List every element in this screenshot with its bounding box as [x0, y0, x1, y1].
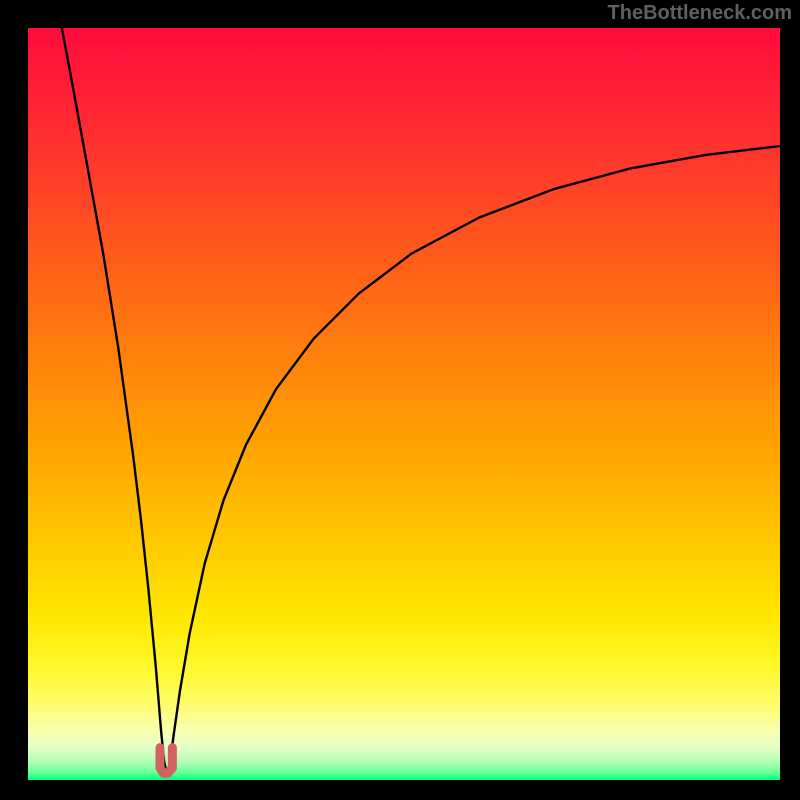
figure-container: TheBottleneck.com: [0, 0, 800, 800]
bottleneck-plot: [0, 0, 800, 800]
plot-background-gradient: [28, 28, 780, 780]
watermark-text: TheBottleneck.com: [608, 2, 792, 25]
